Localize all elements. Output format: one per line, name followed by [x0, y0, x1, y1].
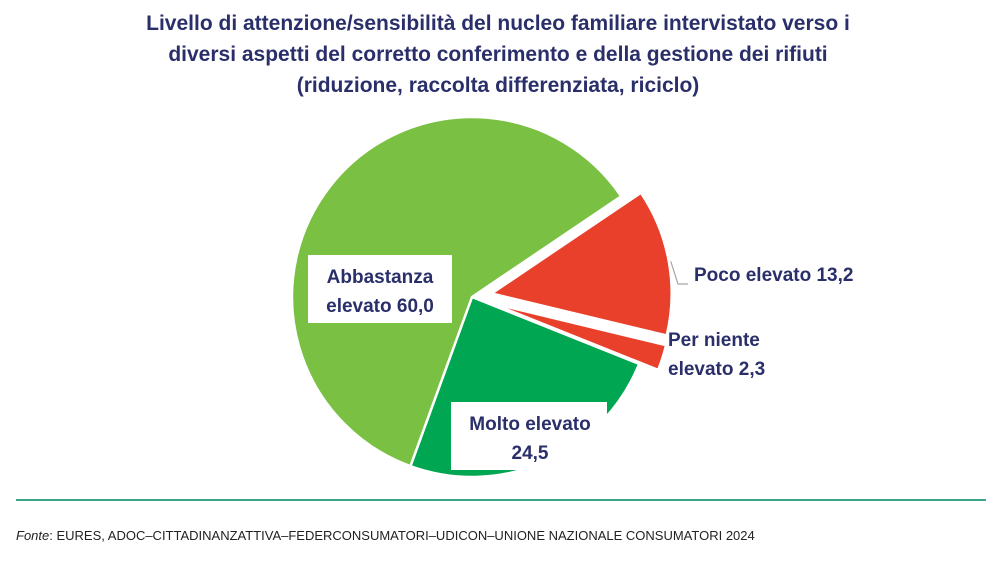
slice-label-box-4 [308, 255, 452, 323]
chart-title: Livello di attenzione/sensibilità del nu… [60, 8, 936, 101]
chart-title-line-2: diversi aspetti del corretto conferiment… [168, 43, 828, 66]
slice-label-3: Molto elevato 24,5 [469, 414, 590, 464]
slice-label-2-line-1: Per niente [668, 330, 760, 351]
slice-label-3-line-1: Molto elevato [469, 414, 590, 435]
chart-title-line-1: Livello di attenzione/sensibilità del nu… [146, 12, 850, 35]
slice-label-1-line-1: Poco elevato 13,2 [694, 265, 853, 286]
pie-slice-2 [490, 301, 668, 372]
pie-slice-1 [488, 191, 673, 338]
slice-label-4-line-2: elevato 60,0 [326, 296, 434, 317]
source-label: Fonte [16, 528, 50, 543]
pie-chart: Poco elevato 13,2 Per niente elevato 2,3 Mo… [290, 115, 853, 479]
slice-label-2-line-2: elevato 2,3 [668, 359, 765, 380]
slice-label-4: Abbastanza elevato 60,0 [326, 267, 434, 317]
leader-line-1 [670, 261, 688, 285]
slice-label-box-3 [451, 402, 607, 470]
slice-label-3-line-2: 24,5 [512, 443, 549, 464]
slice-label-4-line-1: Abbastanza [327, 267, 434, 288]
chart-title-line-3: (riduzione, raccolta differenziata, rici… [296, 74, 700, 97]
footer-divider [16, 499, 986, 501]
source-text: : EURES, ADOC–CITTADINANZATTIVA–FEDERCON… [49, 528, 755, 543]
slice-label-2: Per niente elevato 2,3 [668, 330, 765, 380]
source-note: Fonte: EURES, ADOC–CITTADINANZATTIVA–FED… [16, 528, 755, 543]
pie-slice-4 [290, 115, 623, 468]
slice-label-1: Poco elevato 13,2 [694, 265, 853, 286]
